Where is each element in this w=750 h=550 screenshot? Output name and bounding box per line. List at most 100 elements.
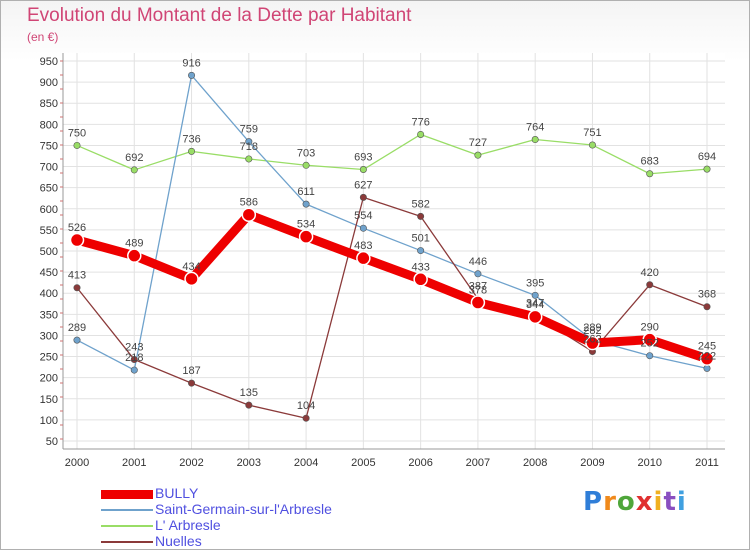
data-point [73,284,81,292]
chart-unit: (en €) [27,30,59,44]
data-label: 759 [240,124,258,136]
data-point [646,170,654,178]
data-label: 586 [240,197,258,209]
data-point [527,309,543,325]
x-tick-label: 2011 [695,457,719,469]
data-point [359,166,367,174]
y-tick-label: 50 [46,436,58,448]
logo-letter: i [653,487,664,517]
data-point [359,193,367,201]
y-tick-label: 750 [40,140,58,152]
data-point [703,364,711,372]
data-label: 347 [526,298,544,310]
data-label: 683 [641,156,659,168]
data-label: 554 [354,210,372,222]
data-label: 611 [297,186,315,198]
data-point [130,356,138,364]
legend-label-saint-germain: Saint-Germain-sur-l'Arbresle [155,501,332,517]
data-point [184,271,199,287]
y-tick-label: 850 [40,98,58,110]
y-tick-label: 450 [40,267,58,279]
x-tick-label: 2010 [637,457,661,469]
data-label: 693 [354,152,372,164]
data-point [245,155,253,163]
data-point [413,272,428,287]
data-label: 703 [297,147,315,159]
y-tick-label: 700 [40,162,58,174]
data-point [245,138,253,146]
data-point [188,71,196,79]
y-tick-label: 550 [40,225,58,237]
data-point [127,248,142,263]
x-tick-label: 2006 [408,457,432,469]
x-tick-label: 2007 [466,457,490,469]
data-point [302,161,310,169]
legend-label-nuelles: Nuelles [155,533,202,549]
data-point [531,136,539,144]
series-line-0 [72,210,712,364]
logo-letter: o [616,487,636,517]
y-tick-label: 650 [40,183,58,195]
data-point [245,401,253,409]
data-label: 489 [125,238,143,250]
legend-swatch-nuelles [101,541,153,543]
x-tick-label: 2009 [580,457,604,469]
data-label: 501 [411,233,429,245]
data-label: 289 [583,322,601,334]
data-label: 387 [469,281,487,293]
data-label: 764 [526,122,544,134]
data-label: 344 [526,299,544,311]
data-label: 218 [125,352,143,364]
legend-label-bully: BULLY [155,485,199,501]
data-point [585,335,600,351]
data-label: 916 [182,57,200,69]
data-label: 776 [411,116,429,128]
y-tick-label: 800 [40,119,58,131]
data-label: 483 [354,240,372,252]
proxiti-logo: Proxiti [583,487,687,517]
x-tick-label: 2004 [294,457,318,469]
y-tick-label: 300 [40,330,58,342]
logo-letter: i [676,487,687,517]
series-line-2 [76,133,708,175]
y-tick-label: 500 [40,246,58,258]
y-tick-label: 950 [40,56,58,68]
x-tick-label: 2002 [179,457,203,469]
x-tick-label: 2000 [65,457,89,469]
y-tick-label: 350 [40,309,58,321]
data-label: 750 [68,127,86,139]
logo-letter: x [635,487,654,517]
data-point [359,224,367,232]
data-label: 252 [641,338,659,350]
data-point [703,165,711,173]
data-point [241,207,257,222]
data-label: 692 [125,152,143,164]
data-label: 395 [526,277,544,289]
data-point [417,247,425,255]
x-tick-label: 2005 [351,457,375,469]
data-point [417,212,425,220]
y-tick-label: 900 [40,77,58,89]
data-label: 433 [411,261,429,273]
y-tick-label: 150 [40,394,58,406]
data-label: 245 [698,341,716,353]
data-point [646,281,654,289]
legend-swatch-bully [101,490,153,499]
data-point [470,295,486,310]
data-label: 627 [354,179,372,191]
data-point [302,414,310,422]
data-label: 262 [583,333,601,345]
data-point [130,166,138,174]
data-label: 751 [583,127,601,139]
y-tick-label: 250 [40,352,58,364]
data-label: 368 [698,289,716,301]
data-label: 694 [698,151,716,163]
data-label: 104 [297,400,315,412]
data-point [188,147,196,155]
legend-swatch-arbresle [101,525,153,527]
y-tick-label: 400 [40,288,58,300]
data-label: 534 [297,219,315,231]
data-point [642,332,657,347]
